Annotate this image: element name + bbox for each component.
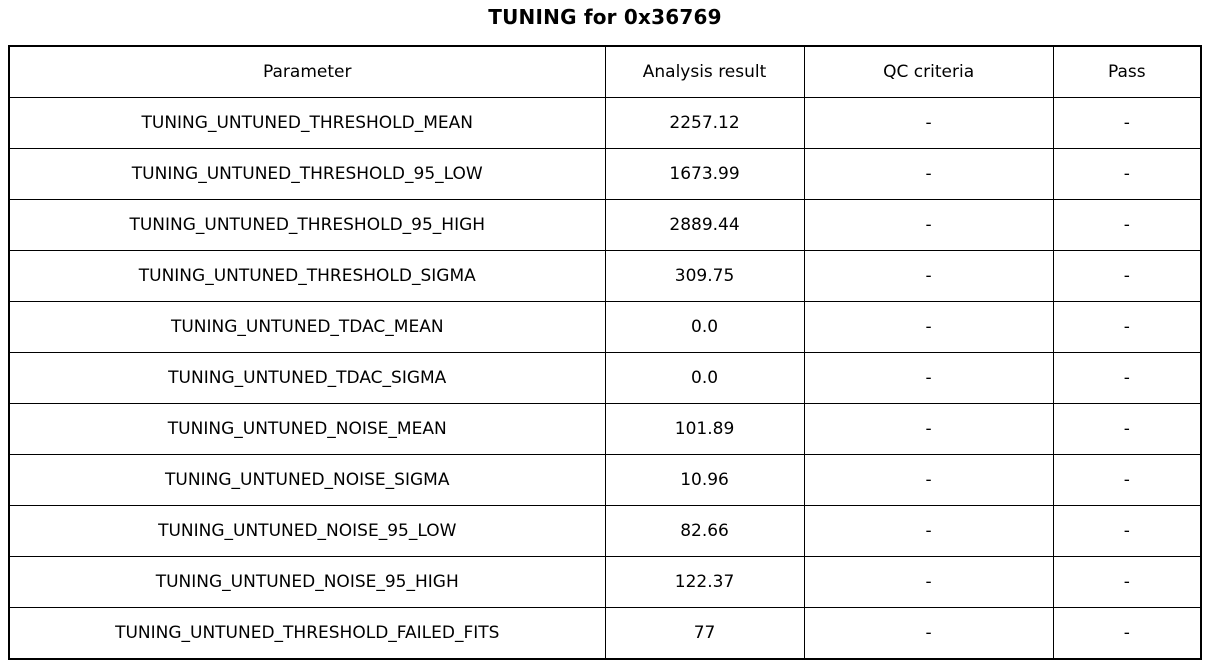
- column-header-parameter: Parameter: [8, 45, 606, 98]
- cell-analysis-result: 1673.99: [604, 148, 805, 200]
- cell-parameter: TUNING_UNTUNED_NOISE_95_LOW: [8, 505, 606, 557]
- cell-analysis-result: 122.37: [604, 556, 805, 608]
- cell-analysis-result: 0.0: [604, 352, 805, 404]
- table-row: TUNING_UNTUNED_THRESHOLD_95_HIGH 2889.44-…: [8, 199, 1202, 251]
- cell-parameter: TUNING_UNTUNED_TDAC_SIGMA: [8, 352, 606, 404]
- cell-analysis-result: 77: [604, 607, 805, 660]
- table-row: TUNING_UNTUNED_NOISE_MEAN 101.89- -: [8, 403, 1202, 455]
- cell-parameter: TUNING_UNTUNED_TDAC_MEAN: [8, 301, 606, 353]
- table-row: TUNING_UNTUNED_TDAC_SIGMA 0.0- -: [8, 352, 1202, 404]
- figure-title: TUNING for 0x36769: [488, 5, 722, 29]
- cell-parameter: TUNING_UNTUNED_THRESHOLD_95_HIGH: [8, 199, 606, 251]
- cell-qc-criteria: -: [803, 556, 1054, 608]
- cell-pass: -: [1052, 505, 1202, 557]
- cell-parameter: TUNING_UNTUNED_THRESHOLD_SIGMA: [8, 250, 606, 302]
- cell-pass: -: [1052, 250, 1202, 302]
- cell-analysis-result: 82.66: [604, 505, 805, 557]
- table-row: TUNING_UNTUNED_NOISE_SIGMA 10.96- -: [8, 454, 1202, 506]
- cell-analysis-result: 2889.44: [604, 199, 805, 251]
- cell-parameter: TUNING_UNTUNED_NOISE_95_HIGH: [8, 556, 606, 608]
- cell-qc-criteria: -: [803, 148, 1054, 200]
- cell-qc-criteria: -: [803, 199, 1054, 251]
- table-row: TUNING_UNTUNED_THRESHOLD_FAILED_FITS 77- -: [8, 607, 1202, 660]
- table-row: TUNING_UNTUNED_NOISE_95_LOW 82.66- -: [8, 505, 1202, 557]
- column-header-analysis-result: Analysis result: [604, 45, 805, 98]
- cell-pass: -: [1052, 148, 1202, 200]
- table-row: TUNING_UNTUNED_TDAC_MEAN 0.0- -: [8, 301, 1202, 353]
- cell-analysis-result: 0.0: [604, 301, 805, 353]
- cell-parameter: TUNING_UNTUNED_THRESHOLD_MEAN: [8, 97, 606, 149]
- cell-analysis-result: 101.89: [604, 403, 805, 455]
- cell-qc-criteria: -: [803, 352, 1054, 404]
- cell-pass: -: [1052, 556, 1202, 608]
- cell-analysis-result: 10.96: [604, 454, 805, 506]
- cell-parameter: TUNING_UNTUNED_NOISE_MEAN: [8, 403, 606, 455]
- cell-pass: -: [1052, 97, 1202, 149]
- cell-pass: -: [1052, 199, 1202, 251]
- cell-qc-criteria: -: [803, 607, 1054, 660]
- table-row: TUNING_UNTUNED_THRESHOLD_SIGMA 309.75- -: [8, 250, 1202, 302]
- cell-qc-criteria: -: [803, 454, 1054, 506]
- cell-pass: -: [1052, 301, 1202, 353]
- cell-pass: -: [1052, 454, 1202, 506]
- cell-parameter: TUNING_UNTUNED_THRESHOLD_FAILED_FITS: [8, 607, 606, 660]
- cell-qc-criteria: -: [803, 97, 1054, 149]
- cell-pass: -: [1052, 352, 1202, 404]
- cell-qc-criteria: -: [803, 301, 1054, 353]
- cell-analysis-result: 2257.12: [604, 97, 805, 149]
- table-body: TUNING_UNTUNED_THRESHOLD_MEAN 2257.12- - TU…: [8, 97, 1202, 660]
- cell-qc-criteria: -: [803, 505, 1054, 557]
- cell-qc-criteria: -: [803, 403, 1054, 455]
- cell-qc-criteria: -: [803, 250, 1054, 302]
- column-header-pass: Pass: [1052, 45, 1202, 98]
- header-row: Parameter Analysis result QC criteria Pa…: [8, 45, 1202, 98]
- cell-pass: -: [1052, 607, 1202, 660]
- table-row: TUNING_UNTUNED_THRESHOLD_95_LOW 1673.99- -: [8, 148, 1202, 200]
- column-header-qc-criteria: QC criteria: [803, 45, 1054, 98]
- table-row: TUNING_UNTUNED_THRESHOLD_MEAN 2257.12- -: [8, 97, 1202, 149]
- table-row: TUNING_UNTUNED_NOISE_95_HIGH 122.37- -: [8, 556, 1202, 608]
- cell-analysis-result: 309.75: [604, 250, 805, 302]
- cell-parameter: TUNING_UNTUNED_NOISE_SIGMA: [8, 454, 606, 506]
- cell-pass: -: [1052, 403, 1202, 455]
- qc-results-table: Parameter Analysis result QC criteria Pa…: [8, 45, 1202, 660]
- cell-parameter: TUNING_UNTUNED_THRESHOLD_95_LOW: [8, 148, 606, 200]
